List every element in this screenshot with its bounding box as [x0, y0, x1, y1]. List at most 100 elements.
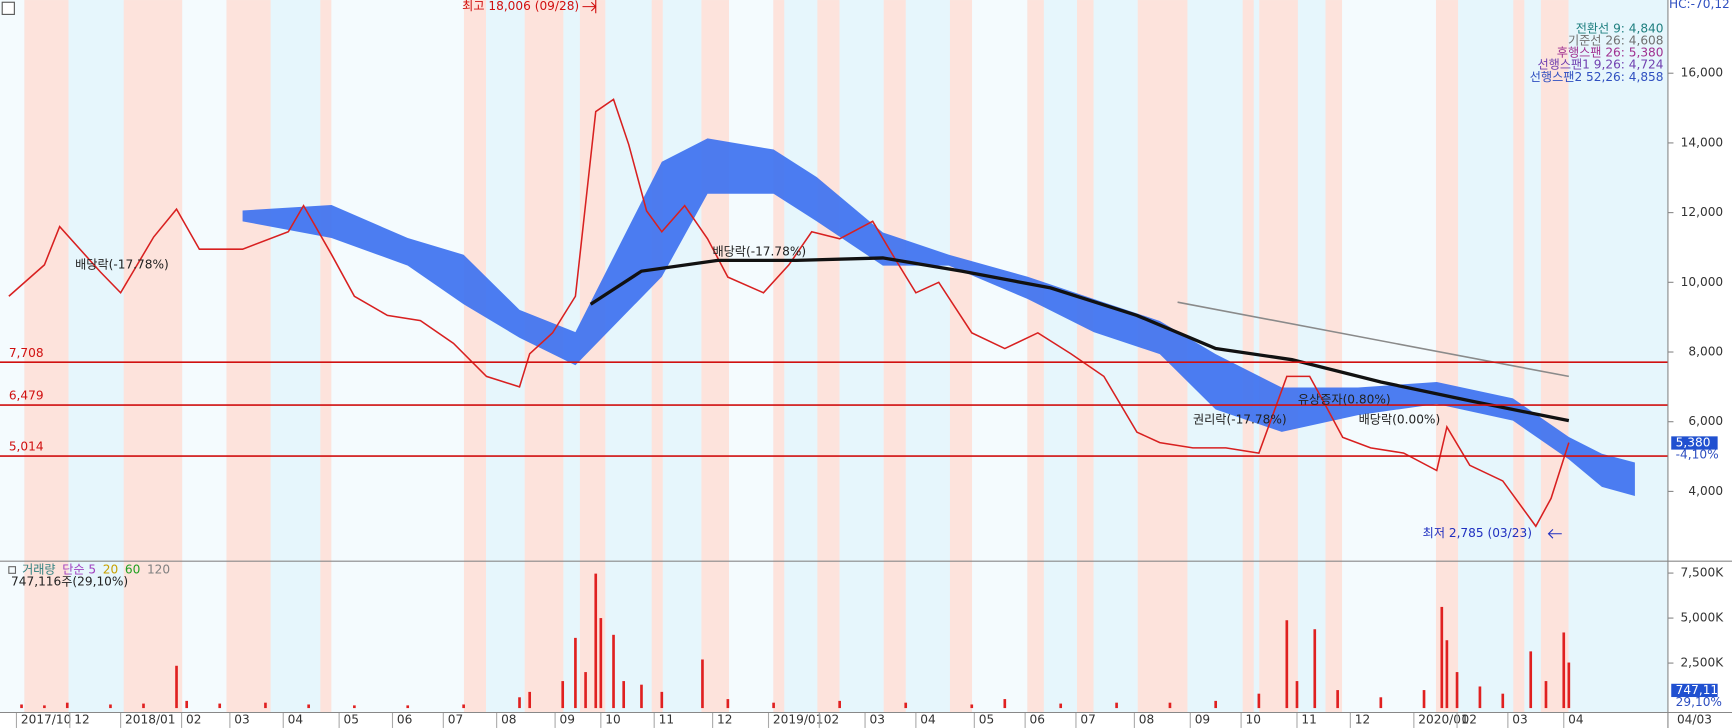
x-tick-label: 04 [920, 713, 936, 727]
volume-bar [1168, 702, 1172, 709]
volume-bar [462, 704, 465, 709]
volume-bar [65, 702, 69, 709]
stripes [0, 0, 1569, 713]
volume-bar [904, 702, 908, 709]
volume-bar [518, 697, 521, 709]
indicator-label: 후행스팬 26: 5,380 [1557, 45, 1664, 60]
stripe [524, 0, 564, 713]
change-tag: -4,10% [1676, 448, 1719, 462]
x-tick-label: 03 [869, 713, 884, 727]
stripe [226, 0, 271, 713]
stripe [1513, 0, 1525, 713]
volume-bar [1379, 697, 1383, 709]
annotation: 배당락(-17.78%) [712, 244, 806, 258]
indicator-label: 선행스팬2 52,26: 4,858 [1530, 69, 1664, 84]
volume-bar [838, 700, 841, 709]
stripe [1027, 0, 1044, 713]
volume-bar [701, 659, 704, 709]
x-tick-label: 10 [1246, 713, 1261, 727]
stripe [182, 0, 227, 713]
volume-bar [640, 684, 643, 709]
volume-bar [218, 703, 222, 709]
stripe [1242, 0, 1254, 713]
x-tick-label: 12 [74, 713, 89, 727]
y-tick-label: 4,000 [1688, 484, 1723, 498]
y-tick-label: 12,000 [1681, 205, 1723, 219]
volume-bar [1544, 681, 1548, 709]
volume-bar [612, 634, 615, 709]
stripe [331, 0, 464, 713]
ratio-tag: 29,10% [1676, 695, 1722, 709]
y-tick-label: 14,000 [1681, 135, 1723, 149]
price-line [8, 98, 1570, 528]
volume-bar [622, 681, 626, 709]
y-tick-label: 6,000 [1688, 414, 1723, 428]
price-line [589, 256, 1570, 423]
indicator-label: 선행스팬1 9,26: 4,724 [1538, 57, 1664, 72]
cloud [242, 138, 1635, 496]
stripe [320, 0, 332, 713]
volume-bar [175, 665, 178, 709]
volume-bar [264, 702, 267, 709]
volume-bar [1440, 606, 1444, 709]
x-tick-label: 05 [344, 713, 359, 727]
x-tick-label: 12 [1355, 713, 1370, 727]
volume-bar [1059, 703, 1063, 709]
x-tick-label: 07 [448, 713, 463, 727]
x-tick-label: 08 [501, 713, 516, 727]
volume-bar [1455, 672, 1459, 709]
volume-bar [1422, 690, 1426, 709]
volume-bar [20, 704, 23, 709]
x-tick-label: 09 [1195, 713, 1210, 727]
stripe [729, 0, 774, 713]
volume-bar [1445, 640, 1449, 709]
menu-icon[interactable] [1, 1, 15, 15]
x-tick-label: 2017/10 [21, 713, 71, 727]
volume-bar [1257, 693, 1261, 709]
x-tick-label: 02 [186, 713, 201, 727]
volume-bar [1214, 700, 1218, 709]
stripe [651, 0, 663, 713]
stripe [1076, 0, 1094, 713]
legend-item: 20 [103, 563, 118, 577]
volume-bar [406, 705, 410, 709]
volume-bar [726, 699, 730, 709]
x-tick-label: 12 [717, 713, 732, 727]
level-label: 5,014 [9, 440, 44, 454]
x-tick-label: 03 [234, 713, 249, 727]
x-tick-label: 07 [1080, 713, 1095, 727]
x-tick-label: 06 [1030, 713, 1045, 727]
volume-bar [1313, 629, 1317, 709]
volume-bar [142, 703, 145, 709]
high-label: 최고 18,006 (09/28) [462, 0, 579, 13]
legend-item: 단순 5 [62, 563, 96, 577]
y-tick-label: 7,500K [1680, 566, 1724, 580]
x-tick-label: 02 [824, 713, 839, 727]
volume-bar [574, 637, 577, 709]
stripe [1342, 0, 1436, 713]
y-tick-label: 8,000 [1688, 345, 1723, 359]
stripe [463, 0, 487, 713]
indicator-label: 기준선 26: 4,608 [1568, 33, 1664, 47]
stripe [883, 0, 906, 713]
volume-bar [1501, 693, 1505, 709]
x-tick-label: 2018/01 [125, 713, 175, 727]
x-tick-label: 02 [1461, 713, 1476, 727]
x-tick-label: 08 [1139, 713, 1154, 727]
stripe [949, 0, 973, 713]
volume-bar [1285, 620, 1289, 709]
stripe [1325, 0, 1343, 713]
volume-bar [353, 705, 356, 709]
legend-item: 120 [147, 563, 170, 577]
legend-item: 거래량 [22, 563, 56, 577]
legend-marker [8, 566, 17, 574]
volume-bar [584, 672, 587, 709]
x-tick-label: 03 [1512, 713, 1527, 727]
volume-bar [561, 681, 565, 709]
annotation: 권리락(-17.78%) [1193, 412, 1287, 426]
volume-bar [109, 704, 112, 709]
volume-bar [1003, 699, 1007, 709]
low-arrow [1547, 528, 1562, 539]
volume-bar [970, 704, 974, 709]
